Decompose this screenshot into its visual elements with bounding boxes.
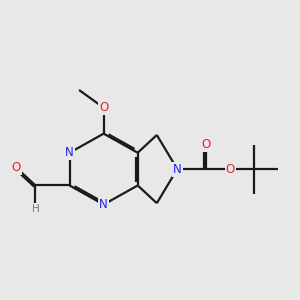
Text: O: O — [226, 163, 235, 176]
Text: N: N — [173, 163, 182, 176]
Text: N: N — [99, 198, 108, 211]
Text: H: H — [32, 204, 39, 214]
Text: O: O — [99, 101, 108, 114]
Text: N: N — [65, 146, 74, 159]
Text: O: O — [201, 138, 211, 151]
Text: O: O — [12, 161, 21, 174]
